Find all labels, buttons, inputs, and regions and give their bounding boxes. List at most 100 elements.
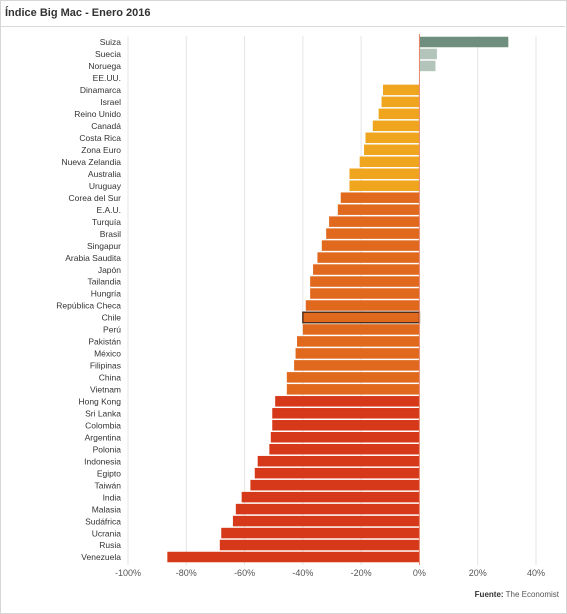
category-label: Hungría xyxy=(91,289,122,299)
bar[interactable] xyxy=(365,132,420,144)
category-label: EE.UU. xyxy=(93,73,121,83)
category-label: Hong Kong xyxy=(78,397,121,407)
bar[interactable] xyxy=(294,360,420,371)
x-tick-label: -80% xyxy=(176,568,197,578)
bar[interactable] xyxy=(241,491,420,503)
category-label: Sri Lanka xyxy=(85,408,121,418)
category-label: India xyxy=(103,492,122,502)
source-name: The Economist xyxy=(505,590,559,599)
bar[interactable] xyxy=(257,455,420,467)
bar[interactable] xyxy=(302,311,421,324)
bar[interactable] xyxy=(381,96,420,108)
bar[interactable] xyxy=(313,264,420,275)
category-label: Nueva Zelandia xyxy=(61,157,121,167)
bar[interactable] xyxy=(286,384,420,395)
bar[interactable] xyxy=(337,204,420,215)
bar[interactable] xyxy=(295,348,420,359)
category-label: Turquía xyxy=(92,217,121,227)
bar[interactable] xyxy=(269,443,420,455)
category-label: Venezuela xyxy=(81,552,121,562)
x-tick-labels: -100% -80% -60% -40% -20% 0% 20% 40% xyxy=(115,568,545,578)
gridlines xyxy=(127,36,537,565)
bar[interactable] xyxy=(302,324,420,335)
category-label: E.A.U. xyxy=(96,205,121,215)
bar[interactable] xyxy=(329,216,420,227)
bar[interactable] xyxy=(310,288,420,299)
category-label: Taiwán xyxy=(95,480,122,490)
x-tick-label: -20% xyxy=(351,568,372,578)
category-labels: Suiza Suecia Noruega EE.UU. Dinamarca Israel R… xyxy=(56,37,121,562)
category-label: Noruega xyxy=(88,61,121,71)
x-tick-label: 20% xyxy=(469,568,487,578)
bar[interactable] xyxy=(321,240,420,251)
bar[interactable] xyxy=(326,228,420,239)
bar[interactable] xyxy=(272,408,420,419)
category-label: Corea del Sur xyxy=(69,193,122,203)
category-label: Indonesia xyxy=(84,456,121,466)
bar[interactable] xyxy=(275,396,420,407)
category-label: Polonia xyxy=(93,444,122,454)
category-label: Reino Unido xyxy=(74,109,121,119)
x-tick-label: 0% xyxy=(413,568,426,578)
category-label: Suiza xyxy=(100,37,122,47)
category-label: Arabia Saudita xyxy=(65,253,121,263)
bar[interactable] xyxy=(250,479,420,491)
category-label: Japón xyxy=(98,265,121,275)
x-tick-label: 40% xyxy=(527,568,545,578)
bar[interactable] xyxy=(270,431,420,443)
bar[interactable] xyxy=(286,372,420,383)
bar[interactable] xyxy=(232,515,420,527)
category-label: Dinamarca xyxy=(80,85,121,95)
bar[interactable] xyxy=(359,156,420,168)
bar[interactable] xyxy=(297,336,420,347)
bar[interactable] xyxy=(305,300,420,311)
bar[interactable] xyxy=(340,192,420,203)
category-label: Israel xyxy=(100,97,121,107)
bar[interactable] xyxy=(349,168,420,179)
bar[interactable] xyxy=(317,252,420,263)
category-label: Perú xyxy=(103,325,121,335)
bar[interactable] xyxy=(167,551,420,563)
bars xyxy=(167,36,509,563)
x-tick-label: -60% xyxy=(234,568,255,578)
chart-title: Índice Big Mac - Enero 2016 xyxy=(5,7,151,19)
category-label: Argentina xyxy=(85,432,122,442)
bar[interactable] xyxy=(364,144,420,156)
category-label: Ucrania xyxy=(92,528,122,538)
category-label: Brasil xyxy=(100,229,121,239)
bar[interactable] xyxy=(378,108,420,120)
bar[interactable] xyxy=(419,48,437,60)
category-label: Australia xyxy=(88,169,121,179)
category-label: Filipinas xyxy=(90,361,121,371)
bar[interactable] xyxy=(419,36,509,48)
category-label: Vietnam xyxy=(90,385,121,395)
category-label: República Checa xyxy=(56,301,121,311)
bar[interactable] xyxy=(310,276,420,287)
bar[interactable] xyxy=(254,467,420,479)
category-label: Singapur xyxy=(87,241,121,251)
bar[interactable] xyxy=(419,60,436,72)
source-label: Fuente: xyxy=(474,590,504,599)
category-label: Sudáfrica xyxy=(85,516,121,526)
title-bar: Índice Big Mac - Enero 2016 xyxy=(0,0,565,27)
bar[interactable] xyxy=(219,539,420,551)
bar[interactable] xyxy=(372,120,420,132)
bar[interactable] xyxy=(235,503,420,515)
bar[interactable] xyxy=(383,84,420,96)
category-label: Zona Euro xyxy=(81,145,121,155)
category-label: Egipto xyxy=(97,468,121,478)
category-label: China xyxy=(99,373,121,383)
bar[interactable] xyxy=(272,420,420,431)
x-tick-label: -100% xyxy=(115,568,141,578)
bar[interactable] xyxy=(221,527,420,539)
bar[interactable] xyxy=(349,180,420,191)
category-label: Pakistán xyxy=(88,337,121,347)
category-label: México xyxy=(94,349,121,359)
category-label: Colombia xyxy=(85,420,121,430)
category-label: Suecia xyxy=(95,49,121,59)
category-label: Costa Rica xyxy=(79,133,121,143)
category-label: Canadá xyxy=(91,121,121,131)
category-label: Rusia xyxy=(99,540,121,550)
x-tick-label: -40% xyxy=(292,568,313,578)
